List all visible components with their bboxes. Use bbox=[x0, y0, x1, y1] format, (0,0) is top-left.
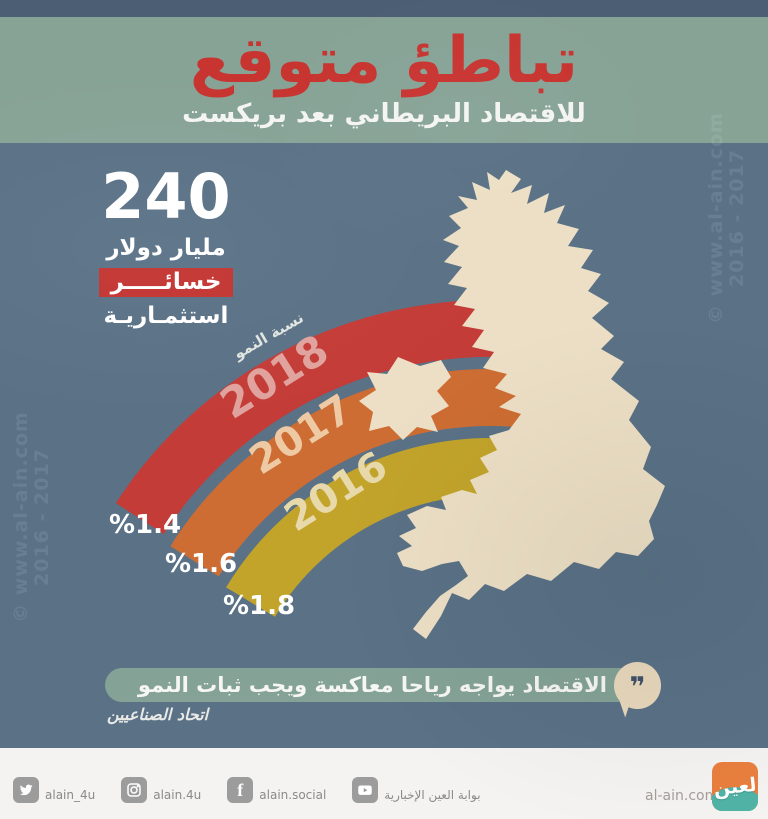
instagram-icon bbox=[121, 777, 148, 803]
top-strip bbox=[0, 0, 768, 17]
quotation-marks-icon: ❞ bbox=[629, 672, 646, 703]
facebook-icon: f bbox=[227, 777, 254, 803]
quote-bubble-icon: ❞ bbox=[613, 662, 661, 718]
logo-calligraphy: لعين bbox=[712, 773, 758, 800]
social-item-facebook[interactable]: f alain.social bbox=[227, 777, 326, 803]
stats-block: 240 مليار دولار خسائـــــر استثمـاريـة bbox=[80, 166, 252, 329]
great-britain-shape bbox=[397, 170, 665, 639]
facebook-handle: alain.social bbox=[259, 788, 327, 802]
page-title: تباطؤ متوقع bbox=[189, 24, 579, 98]
value-label-2017: %1.6 bbox=[165, 549, 237, 579]
northern-ireland-shape bbox=[359, 357, 451, 440]
youtube-icon bbox=[352, 777, 379, 803]
instagram-handle: alain.4u bbox=[153, 788, 202, 802]
watermark-right: © www.al-ain.com 2016 - 2017 bbox=[705, 112, 748, 324]
social-item-instagram[interactable]: alain.4u bbox=[121, 777, 201, 803]
stat-unit: مليار دولار bbox=[106, 235, 226, 261]
youtube-handle: بوابة العين الإخبارية bbox=[384, 788, 481, 802]
social-links-row: alain_4u alain.4u f alain.social bbox=[13, 777, 481, 803]
site-url[interactable]: al-ain.com bbox=[645, 788, 719, 804]
quote-text: الاقتصاد يواجه رياحا معاكسة ويجب ثبات ال… bbox=[137, 673, 607, 697]
value-label-2018: %1.4 bbox=[109, 510, 181, 540]
social-item-youtube[interactable]: بوابة العين الإخبارية bbox=[352, 777, 481, 803]
social-item-twitter[interactable]: alain_4u bbox=[13, 777, 95, 803]
quote-attribution: اتحاد الصناعيين bbox=[107, 705, 209, 724]
watermark-left: © www.al-ain.com 2016 - 2017 bbox=[10, 411, 53, 623]
twitter-icon bbox=[13, 777, 39, 803]
stat-value: 240 bbox=[101, 160, 231, 233]
arc-2017 bbox=[170, 369, 556, 577]
page-subtitle: للاقتصاد البريطاني بعد بريكست bbox=[182, 99, 586, 129]
uk-map bbox=[359, 170, 665, 639]
footer-bar: alain_4u alain.4u f alain.social bbox=[0, 748, 768, 819]
quote-banner: الاقتصاد يواجه رياحا معاكسة ويجب ثبات ال… bbox=[105, 668, 645, 702]
stat-highlight-badge: خسائـــــر bbox=[98, 268, 234, 297]
stat-caption: استثمـاريـة bbox=[103, 303, 229, 329]
header-band: تباطؤ متوقع للاقتصاد البريطاني بعد بريكس… bbox=[0, 17, 768, 143]
alain-logo[interactable]: لعين bbox=[712, 762, 758, 811]
value-label-2016: %1.8 bbox=[223, 591, 295, 621]
twitter-handle: alain_4u bbox=[45, 788, 96, 802]
